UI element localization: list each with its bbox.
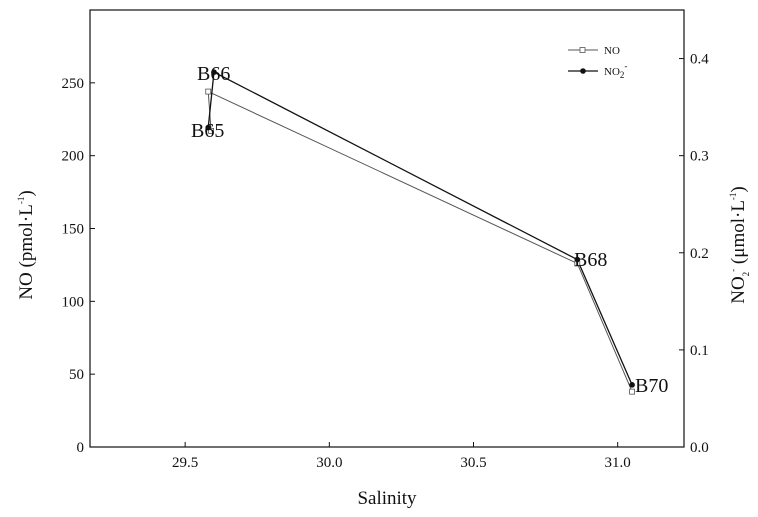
y-right-tick-label: 0.4: [690, 52, 709, 68]
no2-data-point: [205, 124, 212, 131]
y-right-tick-label: 0.0: [690, 440, 709, 456]
y-left-axis-title: NO (pmol·L-1): [16, 190, 37, 299]
y-right-tick-label: 0.3: [690, 149, 709, 165]
y-left-tick-label: 250: [62, 76, 85, 92]
annotation-b70: B70: [635, 375, 668, 397]
series-lines: [207, 71, 633, 392]
y-left-tick-label: 150: [62, 222, 85, 238]
legend-no2-label: NO2-: [604, 61, 627, 80]
x-tick-label: 29.5: [172, 455, 198, 471]
x-axis-title: Salinity: [357, 488, 417, 509]
x-tick-label: 30.0: [316, 455, 342, 471]
no-data-point: [208, 128, 215, 134]
y-right-axis-ticks: 0.0 0.1 0.2 0.3 0.4: [679, 52, 709, 456]
legend: NO NO2-: [568, 45, 627, 80]
y-left-axis-ticks: 0 50 100 150 200 250: [62, 76, 95, 456]
plot-frame: [89, 9, 685, 448]
no2-series-line: [207, 71, 633, 386]
annotation-b68: B68: [574, 249, 607, 271]
annotation-b65: B65: [191, 120, 224, 142]
y-right-tick-label: 0.1: [690, 343, 709, 359]
y-left-tick-label: 200: [62, 149, 85, 165]
no-data-point: [205, 88, 212, 95]
y-left-tick-label: 100: [62, 294, 85, 310]
x-tick-label: 30.5: [460, 455, 486, 471]
no2-data-point: [211, 69, 217, 75]
annotation-b66: B66: [197, 63, 230, 85]
no2-data-point: [629, 382, 635, 388]
no-data-point: [629, 388, 635, 395]
no2-data-point: [574, 256, 581, 263]
x-tick-label: 31.0: [605, 455, 631, 471]
x-axis-ticks: 29.5 30.0 30.5 31.0: [172, 442, 631, 471]
no-series-line: [207, 90, 633, 392]
y-left-tick-label: 50: [69, 367, 84, 383]
series-markers: [205, 69, 635, 395]
legend-no2-marker: [580, 68, 586, 74]
y-left-tick-label: 0: [77, 440, 85, 456]
y-right-axis-title: NO2- (μmol·L-1): [728, 186, 751, 304]
y-right-tick-label: 0.2: [690, 246, 709, 262]
legend-no-marker: [579, 47, 586, 53]
legend-no-label: NO: [604, 45, 620, 57]
